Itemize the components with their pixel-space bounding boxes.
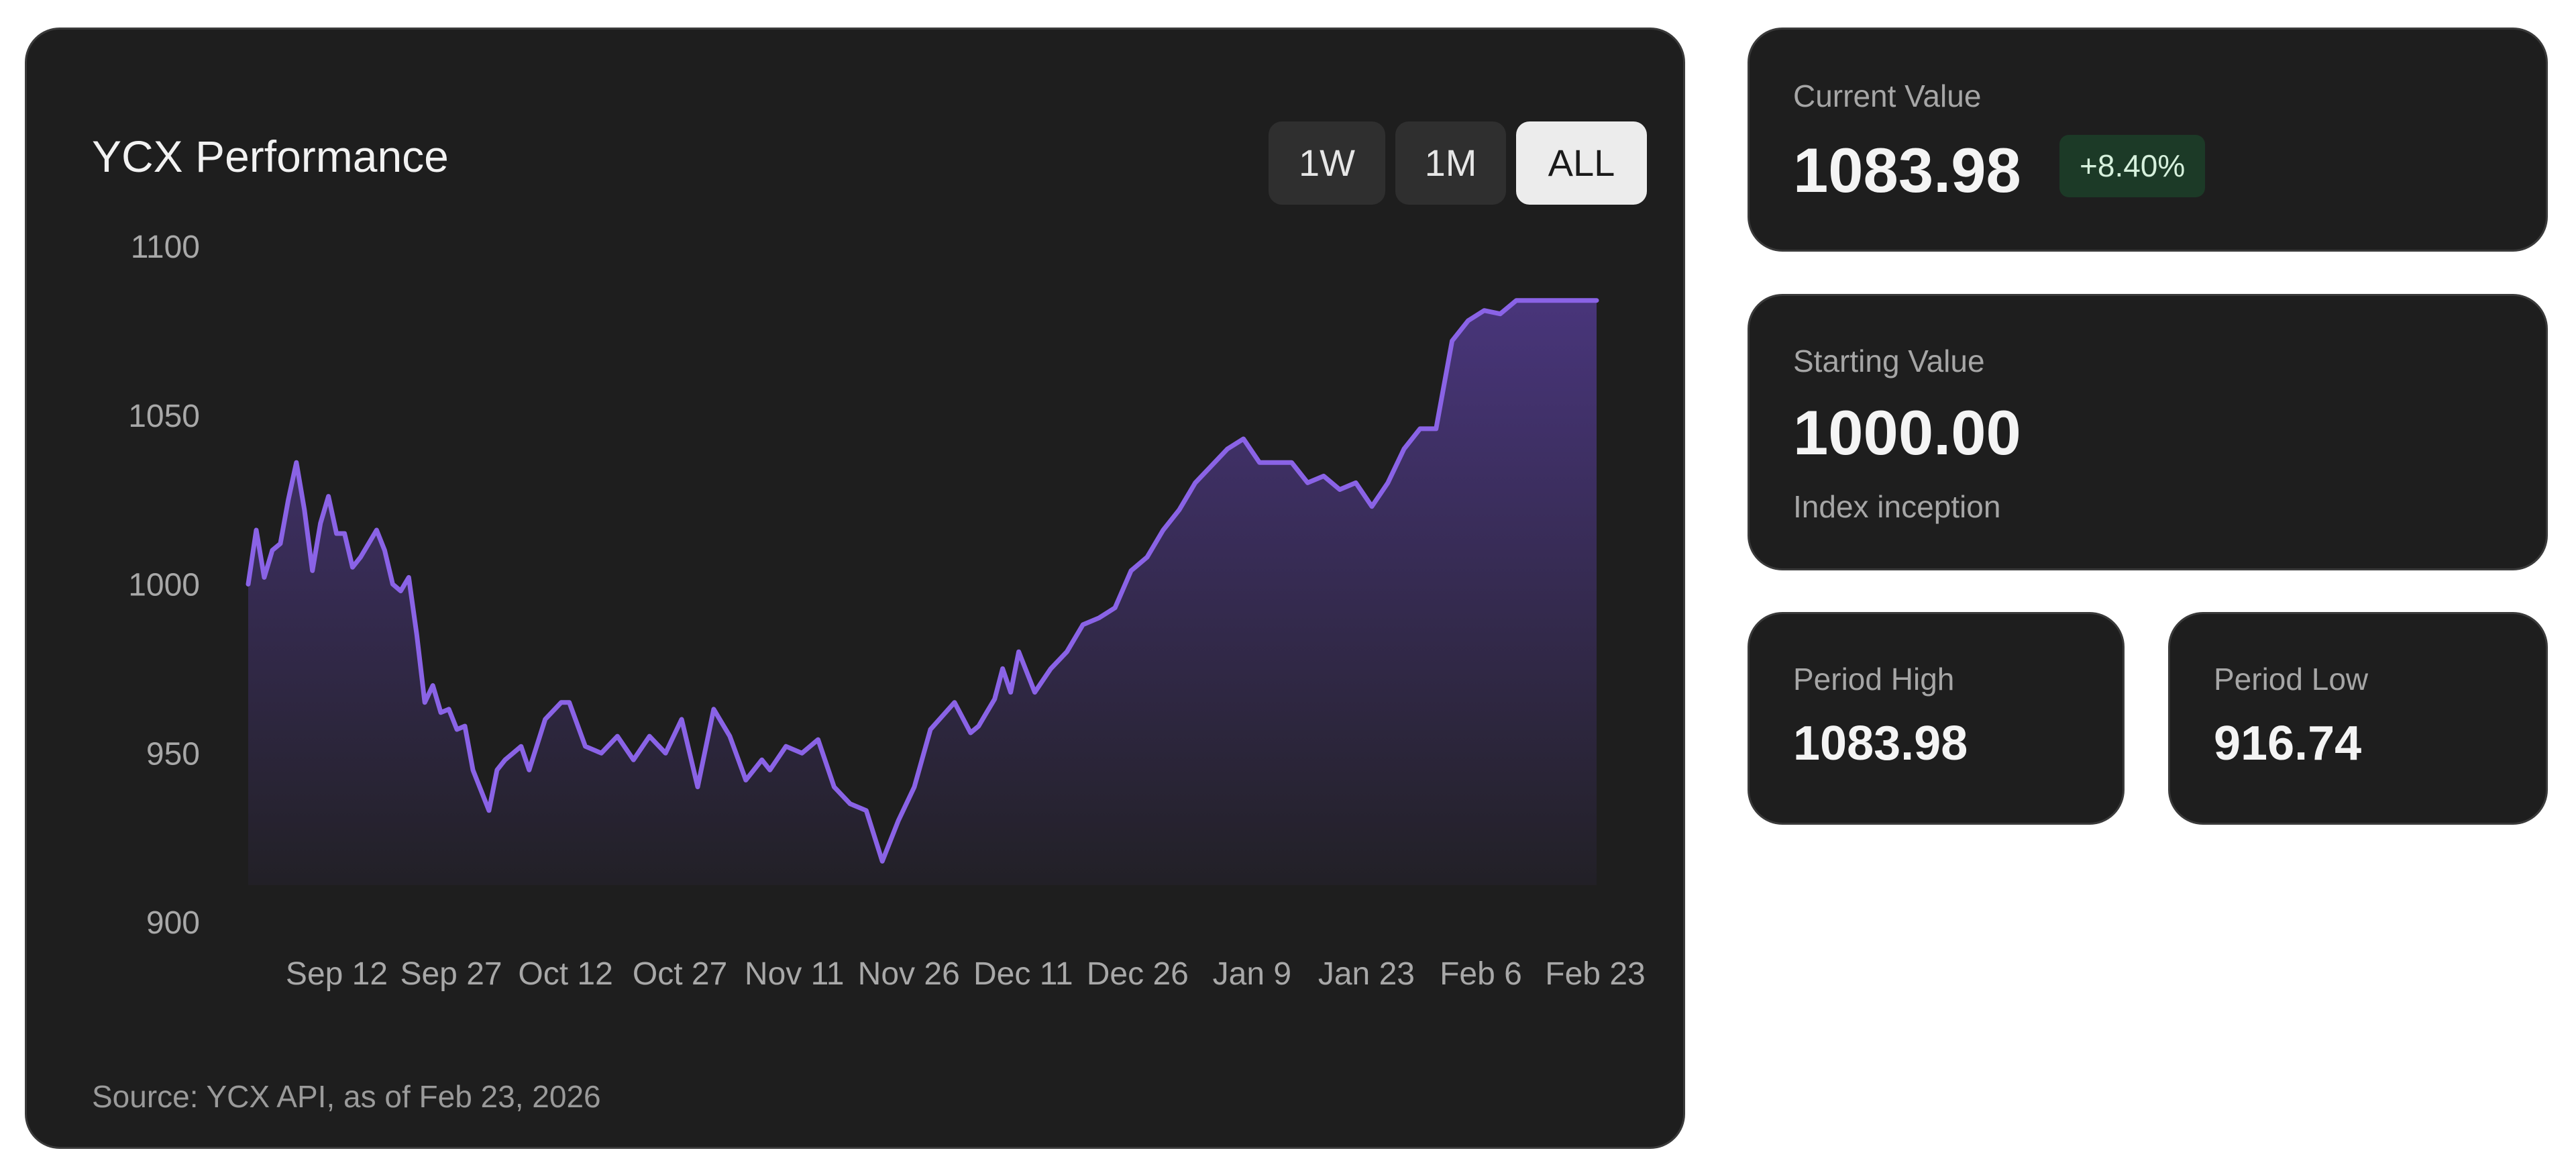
starting-value-note: Index inception xyxy=(1793,489,2001,524)
y-tick-label: 1000 xyxy=(128,568,200,603)
x-tick-label: Nov 26 xyxy=(858,956,960,992)
x-tick-label: Oct 12 xyxy=(518,956,612,992)
y-tick-label: 1050 xyxy=(128,399,200,434)
x-tick-label: Sep 12 xyxy=(286,956,388,992)
starting-value: 1000.00 xyxy=(1793,397,2021,468)
starting-value-card: Starting Value 1000.00 Index inception xyxy=(1748,294,2548,570)
current-value-label: Current Value xyxy=(1793,79,1982,113)
starting-value-label: Starting Value xyxy=(1793,344,1985,378)
current-value-card: Current Value 1083.98 +8.40% xyxy=(1748,28,2548,252)
x-tick-label: Oct 27 xyxy=(633,956,727,992)
range-button-1m[interactable]: 1M xyxy=(1395,121,1506,205)
period-low-label: Period Low xyxy=(2214,662,2369,697)
chart-source: Source: YCX API, as of Feb 23, 2026 xyxy=(92,1079,601,1114)
x-tick-label: Sep 27 xyxy=(400,956,502,992)
range-button-1w[interactable]: 1W xyxy=(1269,121,1385,205)
performance-area xyxy=(248,300,1597,885)
range-button-all[interactable]: ALL xyxy=(1516,121,1647,205)
period-low-value: 916.74 xyxy=(2214,717,2362,770)
chart-title: YCX Performance xyxy=(92,132,449,181)
x-tick-label: Jan 23 xyxy=(1318,956,1415,992)
y-tick-label: 950 xyxy=(146,736,200,772)
period-high-label: Period High xyxy=(1793,662,1955,697)
chart-card: 900 950 1000 1050 1100 Sep 12 Sep 27 Oct 12 Oct… xyxy=(25,28,1685,1149)
current-value: 1083.98 xyxy=(1793,135,2021,205)
x-tick-label: Dec 11 xyxy=(973,956,1073,992)
x-tick-label: Dec 26 xyxy=(1087,956,1189,992)
x-axis-ticks: Sep 12 Sep 27 Oct 12 Oct 27 Nov 11 Nov 26 Dec … xyxy=(286,956,1646,992)
chart-svg: 900 950 1000 1050 1100 Sep 12 Sep 27 Oct 12 Oct… xyxy=(128,230,1646,992)
x-tick-label: Feb 23 xyxy=(1545,956,1645,992)
performance-line xyxy=(246,298,1599,864)
x-tick-label: Jan 9 xyxy=(1213,956,1291,992)
x-tick-label: Nov 11 xyxy=(745,956,845,992)
y-tick-label: 900 xyxy=(146,905,200,941)
x-tick-label: Feb 6 xyxy=(1440,956,1522,992)
y-tick-label: 1100 xyxy=(131,230,200,265)
period-high-value: 1083.98 xyxy=(1793,717,1968,770)
y-axis-ticks: 900 950 1000 1050 1100 xyxy=(128,230,200,941)
period-high-card: Period High 1083.98 xyxy=(1748,612,2125,825)
change-badge: +8.40% xyxy=(2059,135,2206,197)
period-low-card: Period Low 916.74 xyxy=(2168,612,2548,825)
